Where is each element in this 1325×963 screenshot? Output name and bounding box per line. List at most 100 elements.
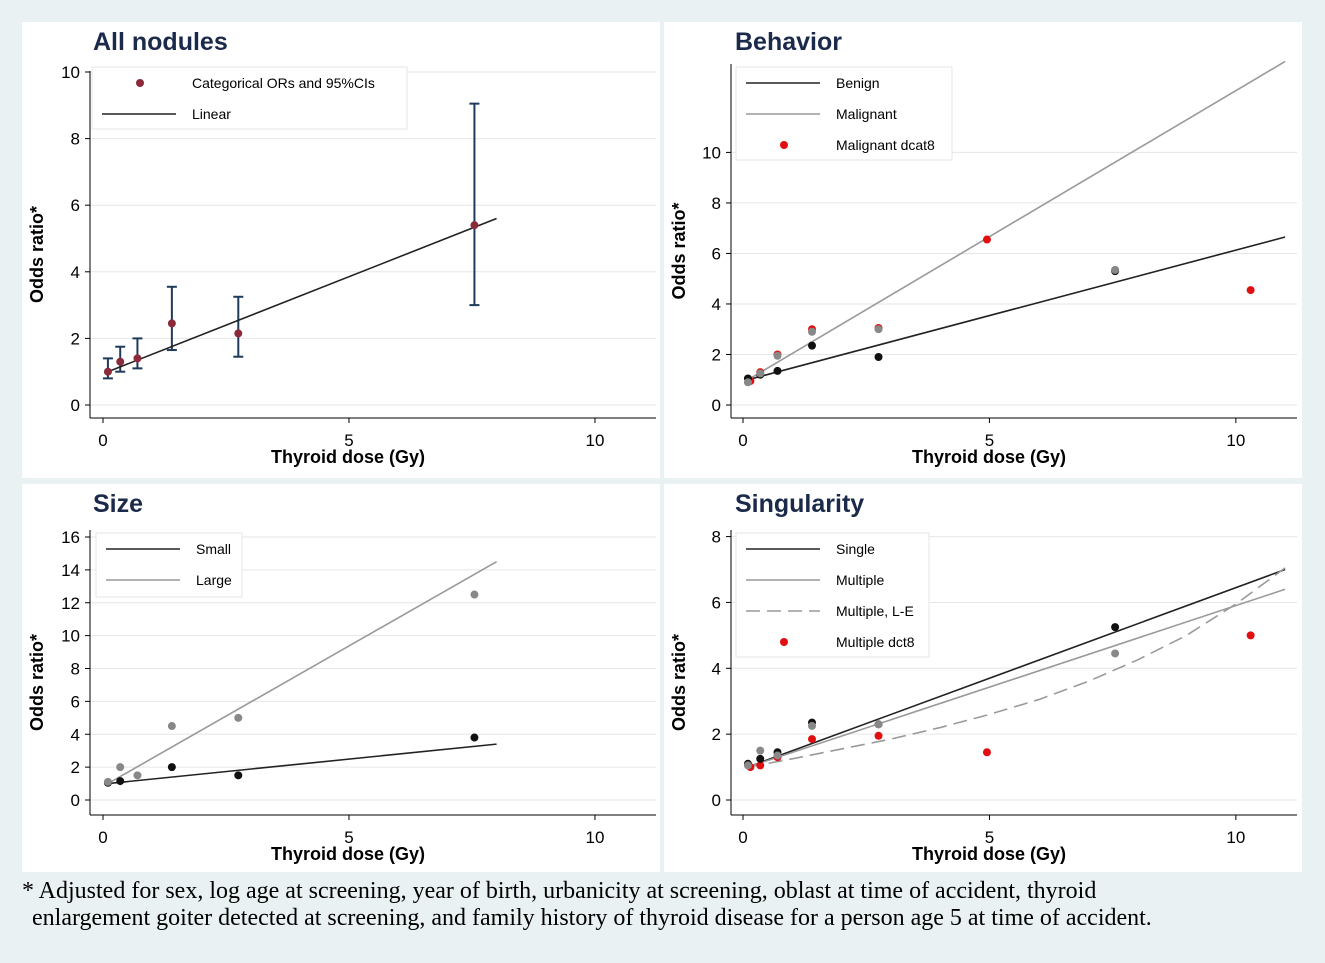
y-axis-title: Odds ratio*	[669, 634, 689, 731]
data-point	[470, 733, 479, 742]
y-tick-label: 2	[712, 345, 721, 364]
y-tick-label: 4	[712, 659, 721, 678]
y-tick-label: 6	[712, 244, 721, 263]
data-point	[982, 748, 991, 757]
series-line	[107, 217, 497, 373]
x-tick-label: 5	[985, 828, 994, 847]
data-point	[874, 731, 883, 740]
y-tick-label: 8	[712, 194, 721, 213]
y-tick-label: 2	[71, 329, 80, 348]
legend-label: Small	[196, 541, 231, 557]
data-point	[773, 351, 782, 360]
y-tick-label: 10	[61, 627, 80, 646]
data-point	[1111, 649, 1120, 658]
legend-label: Large	[196, 572, 232, 588]
data-point	[116, 357, 125, 366]
legend-label: Multiple	[836, 572, 884, 588]
y-tick-label: 6	[712, 593, 721, 612]
x-axis-title: Thyroid dose (Gy)	[271, 844, 425, 864]
chart-title: Singularity	[735, 490, 864, 518]
y-tick-label: 2	[71, 758, 80, 777]
legend-marker	[136, 79, 144, 87]
legend-label: Benign	[836, 75, 880, 91]
data-point	[470, 221, 479, 230]
legend: Small Large	[95, 532, 243, 598]
y-tick-label: 14	[61, 561, 80, 580]
x-tick-label: 10	[1226, 431, 1245, 450]
y-tick-label: 4	[71, 725, 80, 744]
footnote-line-2: enlargement goiter detected at screening…	[32, 905, 1152, 931]
data-point	[756, 761, 765, 770]
y-tick-label: 10	[61, 63, 80, 82]
series-line	[747, 60, 1286, 381]
x-tick-label: 5	[344, 828, 353, 847]
legend-label: Malignant dcat8	[836, 137, 935, 153]
y-axis-title: Odds ratio*	[27, 206, 47, 303]
data-point	[103, 367, 112, 376]
y-tick-label: 0	[712, 791, 721, 810]
legend-box	[735, 532, 930, 658]
legend: Benign Malignant Malignant dcat8	[735, 66, 953, 161]
y-tick-label: 0	[71, 791, 80, 810]
series-line	[747, 568, 1286, 768]
data-point	[808, 327, 816, 336]
y-tick-label: 0	[71, 396, 80, 415]
data-point	[874, 720, 883, 729]
series-line	[107, 743, 497, 785]
series-line	[747, 567, 1286, 768]
data-point	[756, 369, 765, 378]
data-point	[234, 713, 243, 722]
y-tick-label: 4	[71, 263, 80, 282]
legend-label: Single	[836, 541, 875, 557]
data-point	[743, 378, 752, 387]
y-tick-label: 6	[71, 196, 80, 215]
data-point	[234, 771, 243, 780]
x-tick-label: 10	[586, 431, 605, 450]
x-axis-title: Thyroid dose (Gy)	[912, 844, 1066, 864]
y-tick-label: 10	[702, 143, 721, 162]
x-tick-label: 5	[985, 431, 994, 450]
data-point	[743, 761, 752, 770]
chart-panel-3: 0 2 4 6 8 10 12 14 16 0 5 10 Size Thyroid dose (Gy) Od…	[22, 484, 660, 872]
chart-title: Size	[93, 490, 143, 518]
data-point	[808, 721, 816, 730]
x-tick-label: 0	[98, 828, 107, 847]
chart-title: All nodules	[93, 28, 228, 56]
legend-label: Malignant	[836, 106, 897, 122]
data-point	[756, 754, 765, 763]
data-point	[756, 746, 765, 755]
data-point	[167, 763, 176, 772]
legend: Single Multiple Multiple, L-E Multiple dct8	[735, 532, 930, 658]
data-point	[808, 341, 816, 350]
y-tick-label: 8	[71, 660, 80, 679]
data-point	[234, 329, 243, 338]
footnote: * Adjusted for sex, log age at screening…	[22, 878, 1312, 932]
y-tick-label: 8	[712, 528, 721, 547]
data-point	[874, 353, 883, 362]
series-line	[107, 560, 497, 785]
series-line	[747, 236, 1286, 381]
data-point	[167, 319, 176, 328]
x-tick-label: 5	[344, 431, 353, 450]
chart-panel-4: 0 2 4 6 8 0 5 10 Singularity Thyroid dose (Gy) Odd…	[664, 484, 1302, 872]
legend: Categorical ORs and 95%CIs Linear	[91, 66, 408, 130]
data-point	[1111, 623, 1120, 632]
legend-label: Multiple, L-E	[836, 603, 914, 619]
chart-panel-1: 0 2 4 6 8 10 0 5 10 All nodules Thyroid dose (Gy) O…	[22, 22, 660, 478]
series-line	[747, 588, 1286, 768]
data-point	[167, 722, 176, 731]
legend-box	[91, 66, 408, 130]
legend-label: Categorical ORs and 95%CIs	[192, 75, 375, 91]
y-tick-label: 16	[61, 528, 80, 547]
data-point	[1246, 631, 1255, 640]
x-tick-label: 0	[98, 431, 107, 450]
data-point	[982, 235, 991, 244]
legend-label: Linear	[192, 106, 231, 122]
data-point	[116, 763, 125, 772]
y-tick-label: 8	[71, 130, 80, 149]
legend-marker	[780, 141, 788, 149]
data-point	[1246, 286, 1255, 295]
x-axis-title: Thyroid dose (Gy)	[271, 447, 425, 467]
x-axis-title: Thyroid dose (Gy)	[912, 447, 1066, 467]
